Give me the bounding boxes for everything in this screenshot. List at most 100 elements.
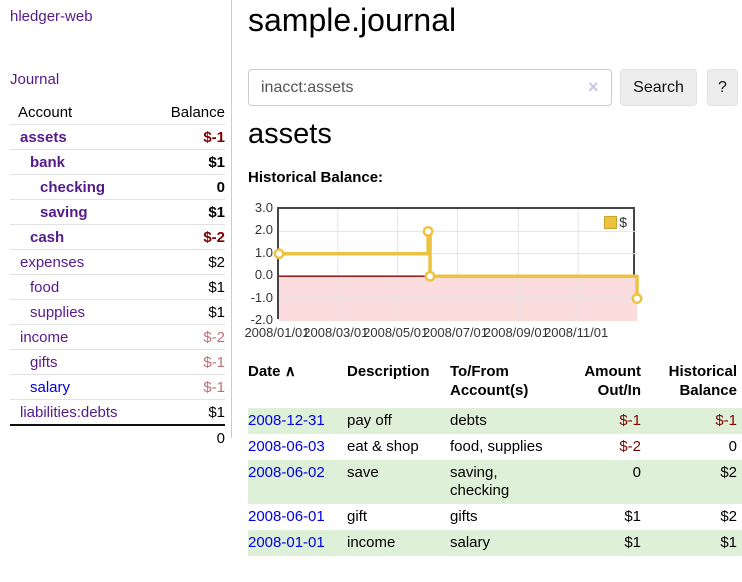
- account-balance: $1: [152, 399, 225, 425]
- transaction-balance: $2: [720, 508, 737, 525]
- transaction-balance: $-1: [715, 412, 737, 429]
- col-header-tofrom: To/From Account(s): [450, 363, 529, 399]
- transaction-description: pay off: [347, 412, 392, 429]
- search-input[interactable]: [248, 69, 612, 106]
- x-axis-tick-label: 2008/01/01: [244, 325, 310, 340]
- y-axis-tick-label: 1.0: [254, 244, 273, 260]
- page-title: sample.journal: [248, 2, 457, 38]
- transaction-row: 2008-06-03 eat & shop food, supplies $-2…: [248, 434, 742, 460]
- transaction-amount: $-2: [619, 438, 641, 455]
- transactions-header-row: Date ∧ Description To/From Account(s) Am…: [248, 360, 742, 408]
- account-row: liabilities:debts $1: [10, 399, 225, 425]
- transactions-table: Date ∧ Description To/From Account(s) Am…: [248, 360, 742, 556]
- account-row: income $-2: [10, 324, 225, 350]
- chart-legend: $: [602, 213, 629, 231]
- transaction-date-link[interactable]: 2008-06-02: [248, 464, 325, 481]
- data-point: [273, 248, 285, 260]
- transaction-accounts: salary: [450, 534, 491, 551]
- accounts-table-header: Account Balance: [10, 100, 225, 125]
- col-header-description: Description: [347, 363, 430, 380]
- clear-search-icon[interactable]: ×: [588, 77, 599, 97]
- account-balance: $1: [152, 199, 225, 225]
- account-link-bank[interactable]: bank: [30, 153, 66, 171]
- y-axis-tick-label: -2.0: [250, 312, 273, 327]
- transaction-amount: $-1: [619, 412, 641, 429]
- account-balance: $-1: [152, 124, 225, 150]
- transaction-amount: $1: [624, 534, 641, 551]
- app-title-link[interactable]: hledger-web: [10, 8, 93, 25]
- sidebar: hledger-web Journal Account Balance asse…: [0, 0, 232, 450]
- account-link-salary[interactable]: salary: [30, 378, 71, 396]
- transaction-description: save: [347, 464, 379, 481]
- accounts-col-account: Account: [18, 103, 73, 121]
- transaction-row: 2008-01-01 income salary $1 $1: [248, 530, 742, 556]
- account-heading: assets: [248, 118, 332, 150]
- transaction-accounts: debts: [450, 412, 487, 429]
- y-axis-tick-label: 3.0: [254, 200, 273, 215]
- account-row: expenses $2: [10, 249, 225, 275]
- account-balance: $2: [152, 249, 225, 275]
- account-row: assets $-1: [10, 124, 225, 150]
- help-button[interactable]: ?: [707, 69, 738, 106]
- transaction-date-link[interactable]: 2008-06-03: [248, 438, 325, 455]
- transaction-row: 2008-06-01 gift gifts $1 $2: [248, 504, 742, 530]
- transaction-accounts: saving, checking: [450, 464, 510, 499]
- transaction-amount: $1: [624, 508, 641, 525]
- transaction-description: eat & shop: [347, 438, 419, 455]
- account-balance: $1: [152, 149, 225, 175]
- x-axis-tick-label: 2008/07/01: [422, 325, 489, 340]
- account-link-assets[interactable]: assets: [20, 128, 67, 146]
- account-link-food[interactable]: food: [30, 278, 60, 296]
- account-row: supplies $1: [10, 299, 225, 325]
- sidebar-item-journal[interactable]: Journal: [10, 71, 60, 88]
- account-link-supplies[interactable]: supplies: [30, 303, 86, 321]
- chart-section-label: Historical Balance:: [248, 169, 384, 186]
- account-balance: $1: [152, 274, 225, 300]
- accounts-col-balance: Balance: [170, 103, 225, 121]
- account-row: bank $1: [10, 149, 225, 175]
- transaction-date-link[interactable]: 2008-12-31: [248, 412, 325, 429]
- accounts-total-row: 0: [10, 424, 225, 450]
- transaction-accounts: food, supplies: [450, 438, 543, 455]
- account-link-gifts[interactable]: gifts: [30, 353, 58, 371]
- transaction-description: gift: [347, 508, 368, 525]
- col-header-balance: Historical Balance: [668, 363, 737, 399]
- transaction-date-link[interactable]: 2008-06-01: [248, 508, 325, 525]
- transaction-balance: $1: [720, 534, 737, 551]
- legend-swatch-icon: [604, 215, 618, 229]
- x-axis-tick-label: 2008/09/01: [483, 325, 549, 340]
- account-link-saving[interactable]: saving: [40, 203, 88, 221]
- balance-chart: $: [273, 207, 643, 321]
- account-balance: 0: [152, 174, 225, 200]
- account-balance: $-2: [152, 324, 225, 350]
- account-link-expenses[interactable]: expenses: [20, 253, 85, 271]
- account-row: salary $-1: [10, 374, 225, 400]
- account-row: saving $1: [10, 199, 225, 225]
- col-header-date[interactable]: Date ∧: [248, 363, 296, 380]
- transaction-accounts: gifts: [450, 508, 478, 525]
- y-axis-tick-label: 0.0: [254, 267, 273, 283]
- main-content: sample.journal × Search ? assets Histori…: [244, 0, 742, 582]
- search-button[interactable]: Search: [620, 69, 697, 106]
- account-balance: $1: [152, 299, 225, 325]
- transaction-description: income: [347, 534, 396, 551]
- accounts-table: Account Balance assets $-1 bank $1 check…: [10, 100, 225, 450]
- transaction-balance: $2: [720, 464, 737, 481]
- transaction-balance: 0: [728, 438, 737, 455]
- transaction-row: 2008-12-31 pay off debts $-1 $-1: [248, 408, 742, 434]
- transaction-row: 2008-06-02 save saving, checking 0 $2: [248, 460, 742, 504]
- transaction-date-link[interactable]: 2008-01-01: [248, 534, 325, 551]
- accounts-total-value: 0: [152, 424, 225, 450]
- data-point: [422, 226, 434, 237]
- account-link-cash[interactable]: cash: [30, 228, 65, 246]
- data-point: [631, 293, 643, 305]
- account-row: checking 0: [10, 174, 225, 200]
- x-axis-tick-label: 2008/11/01: [544, 325, 609, 340]
- account-balance: $-1: [152, 349, 225, 375]
- account-link-income[interactable]: income: [20, 328, 69, 346]
- x-axis-tick-label: 2008/05/01: [363, 325, 429, 340]
- account-link-checking[interactable]: checking: [40, 178, 106, 196]
- legend-label: $: [619, 214, 627, 230]
- account-balance: $-2: [152, 224, 225, 250]
- account-link-liabilities-debts[interactable]: liabilities:debts: [20, 403, 118, 421]
